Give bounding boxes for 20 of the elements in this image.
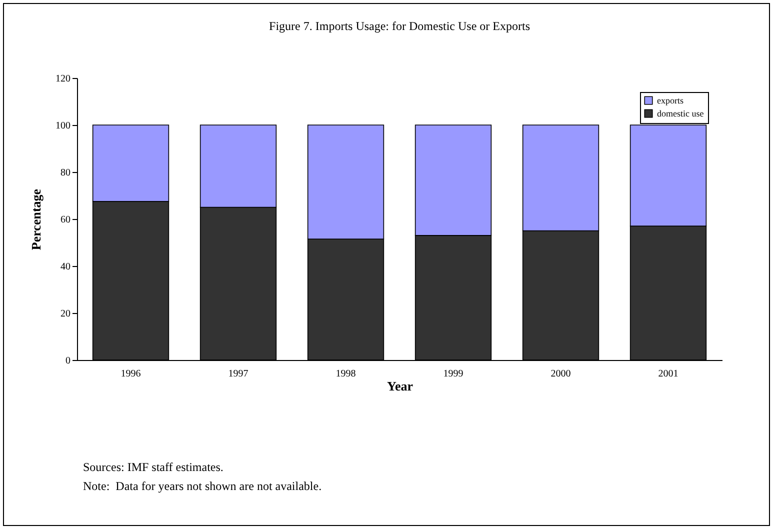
- x-tick-label: 1999: [443, 368, 464, 380]
- x-tick-label: 1996: [120, 368, 141, 380]
- x-tick-label: 1998: [336, 368, 356, 380]
- chart-title: Figure 7. Imports Usage: for Domestic Use or Exports: [269, 19, 530, 33]
- x-tick-label: 2001: [658, 368, 678, 380]
- legend-label: domestic use: [657, 108, 704, 118]
- y-axis-title: Percentage: [28, 188, 44, 250]
- x-tick-label: 2000: [550, 368, 571, 380]
- y-tick-label: 0: [66, 356, 70, 366]
- legend-label: exports: [657, 96, 684, 106]
- x-tick-label: 1997: [228, 368, 248, 380]
- y-tick-label: 120: [56, 74, 70, 84]
- y-tick-label: 100: [56, 120, 70, 132]
- y-tick-label: 60: [60, 214, 70, 226]
- y-tick-label: 20: [60, 308, 70, 320]
- y-tick-label: 40: [60, 262, 70, 272]
- y-tick-label: 80: [60, 168, 70, 178]
- text: Note: Data for years not shown are not available.: [83, 478, 322, 495]
- source-note: Sources: IMF staff estimates.: [83, 459, 224, 476]
- x-axis-title: Year: [387, 378, 414, 394]
